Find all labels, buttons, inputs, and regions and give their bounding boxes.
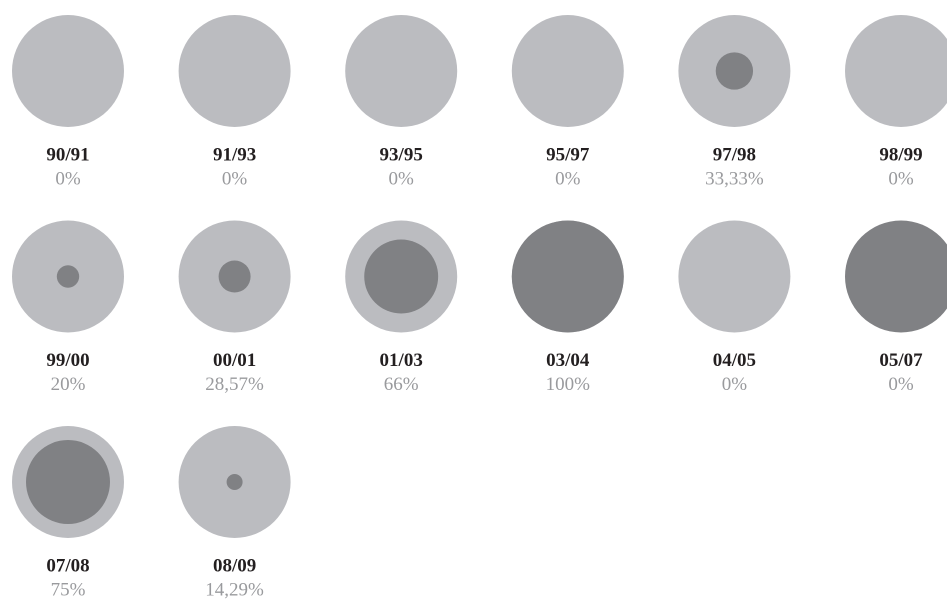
value-label: 0%: [888, 374, 914, 395]
inner-circle: [715, 52, 754, 90]
category-label: 99/00: [46, 350, 89, 371]
inner-circle: [226, 473, 243, 491]
outer-circle: [345, 15, 458, 127]
category-label: 05/07: [879, 350, 923, 371]
inner-circle: [218, 260, 251, 293]
outer-circle: [12, 15, 124, 127]
category-label: 98/99: [879, 144, 922, 165]
category-label: 03/04: [546, 350, 590, 371]
outer-circle: [678, 220, 791, 333]
value-label: 20%: [51, 374, 86, 395]
category-label: 04/05: [713, 350, 756, 371]
value-label: 14,29%: [205, 579, 264, 600]
inner-circle: [26, 440, 110, 524]
outer-circle: [178, 15, 291, 127]
category-label: 95/97: [546, 144, 590, 165]
value-label: 0%: [389, 168, 415, 189]
value-label: 33,33%: [705, 168, 764, 189]
inner-circle: [364, 239, 439, 314]
value-label: 75%: [51, 579, 86, 600]
category-label: 00/01: [213, 350, 256, 371]
outer-circle: [845, 15, 947, 127]
value-label: 0%: [722, 374, 748, 395]
value-label: 0%: [222, 168, 248, 189]
category-label: 90/91: [46, 144, 89, 165]
value-label: 0%: [888, 168, 914, 189]
category-label: 93/95: [380, 144, 423, 165]
category-label: 08/09: [213, 555, 256, 576]
category-label: 07/08: [46, 555, 89, 576]
value-label: 28,57%: [205, 374, 264, 395]
inner-circle: [511, 220, 624, 333]
category-label: 97/98: [713, 144, 756, 165]
value-label: 100%: [546, 374, 591, 395]
category-label: 01/03: [380, 350, 423, 371]
value-label: 0%: [55, 168, 81, 189]
category-label: 91/93: [213, 144, 256, 165]
outer-circle: [511, 15, 624, 127]
value-label: 66%: [384, 374, 419, 395]
outer-circle: [845, 220, 947, 333]
value-label: 0%: [555, 168, 581, 189]
inner-circle: [56, 265, 80, 288]
